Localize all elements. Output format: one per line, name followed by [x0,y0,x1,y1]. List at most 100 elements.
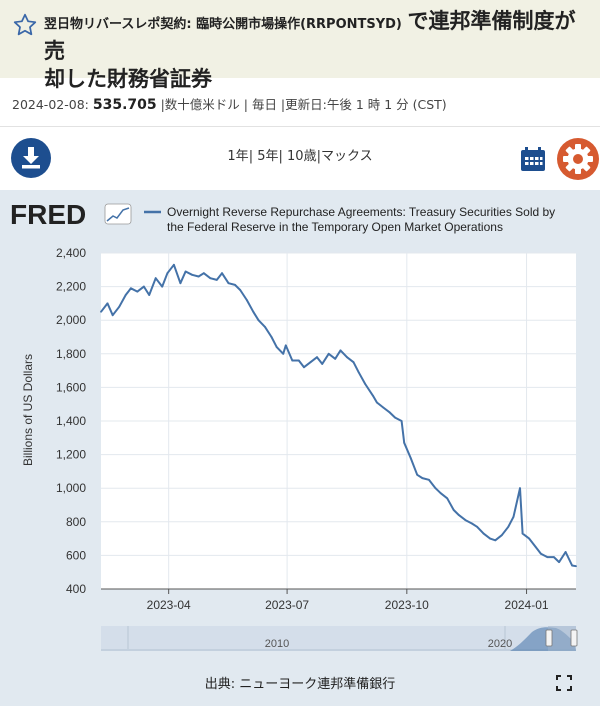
x-tick-label: 2023-10 [385,598,429,612]
data-point [143,285,145,288]
title-bar: 翌日物リバースレポ契約: 臨時公開市場操作(RRPONTSYD) で連邦準備制度… [0,0,600,91]
y-tick-label: 1,800 [56,347,86,361]
series-title-big-1: で連邦準備制度が売 [44,9,576,63]
data-point [297,359,300,362]
series-title: 翌日物リバースレポ契約: 臨時公開市場操作(RRPONTSYD) で連邦準備制度… [44,8,592,94]
data-point [221,272,223,275]
source-line: 出典: ニューヨーク連邦準備銀行 [204,677,396,692]
data-point [389,411,391,414]
data-point [282,352,285,355]
data-point [471,522,473,525]
data-point [197,275,200,278]
data-point [239,289,242,291]
data-point [357,371,360,374]
range-5y[interactable]: 5年 [257,149,279,164]
series-line [100,263,577,568]
series-title-big-2: 却した財務省証券 [44,67,212,91]
data-point [124,294,127,296]
data-point [173,263,175,266]
data-point [184,270,187,273]
y-tick-label: 400 [66,582,86,596]
x-tick-label: 2023-04 [147,598,191,612]
y-axis-label: Billions of US Dollars [21,354,35,466]
range-navigator[interactable]: 2010 2020 [101,626,578,651]
data-point [507,525,510,528]
data-point [482,532,485,535]
expand-icon[interactable] [556,675,572,691]
data-point [382,406,385,409]
data-point [291,359,294,362]
navigator-track [101,626,576,651]
data-point [191,273,194,276]
data-point [100,310,102,313]
data-point [106,302,109,305]
fred-logo-graph-icon [104,203,132,225]
range-separator: | [278,149,283,164]
data-point [458,514,460,516]
data-point [534,546,537,548]
data-point [118,305,121,308]
settings-button[interactable] [557,138,599,180]
range-max[interactable]: マックス [320,149,373,164]
data-point [321,363,324,365]
x-tick-label: 2023-07 [265,598,309,612]
data-point [154,277,157,280]
range-1y[interactable]: 1年 [227,149,249,164]
navigator-label-2010: 2010 [265,638,289,650]
data-point [303,366,305,369]
data-point [136,290,139,293]
navigator-right-handle[interactable] [570,629,578,647]
observation-value: 535.705 [92,97,157,113]
data-point [130,287,132,290]
data-point [264,326,266,328]
data-point [403,441,406,444]
data-point [275,346,278,348]
date-range-selector: 1年| 5年| 10歳|マックス [0,145,600,164]
fred-logo: FRED [10,199,132,230]
data-point [476,525,478,528]
data-point [270,336,273,338]
navigator-left-handle[interactable] [545,629,553,647]
star-icon[interactable] [12,12,38,38]
data-point [421,477,424,479]
data-point [245,299,248,301]
data-point [500,534,503,537]
data-point [309,361,312,364]
data-point [564,551,567,553]
x-tick-label: 2024-01 [505,598,549,612]
data-point [489,537,491,540]
data-point [209,277,212,280]
range-10y[interactable]: 10歳 [287,149,317,164]
y-axis-ticks: 400 600 800 1,000 1,200 1,400 1,600 1,800 2,000 2… [56,246,86,596]
navigator-label-2020: 2020 [488,638,512,650]
observation-date: 2024-02-08: [12,97,89,112]
download-button[interactable] [11,138,51,178]
data-point [166,272,169,275]
data-point [376,401,378,404]
observation-info: 2024-02-08: 535.705 |数十億米ドル | 毎日 |更新日:午後… [12,94,447,113]
fred-logo-text: FRED [10,199,86,230]
range-separator: | [248,149,254,164]
data-point [446,497,449,500]
y-tick-label: 2,000 [56,313,86,327]
legend-text-line-2: the Federal Reserve in the Temporary Ope… [167,220,503,234]
data-point [553,556,555,558]
data-point [202,272,205,275]
data-point [234,284,236,286]
data-point [394,416,396,419]
chart: FRED Overnight Reverse Repurchase Agreem… [10,199,578,651]
data-point [252,310,255,313]
calendar-icon[interactable] [519,145,547,173]
data-point [558,561,560,563]
data-point [575,565,577,568]
data-point [571,564,573,567]
data-point [528,537,531,540]
data-point [464,519,467,521]
data-point [439,492,442,495]
y-tick-label: 1,600 [56,380,86,394]
observation-meta: |数十億米ドル | 毎日 |更新日:午後 1 時 1 分 (CST) [160,97,447,112]
data-point [111,314,114,317]
data-point [148,294,151,296]
data-point [428,478,430,481]
data-point [409,457,412,459]
